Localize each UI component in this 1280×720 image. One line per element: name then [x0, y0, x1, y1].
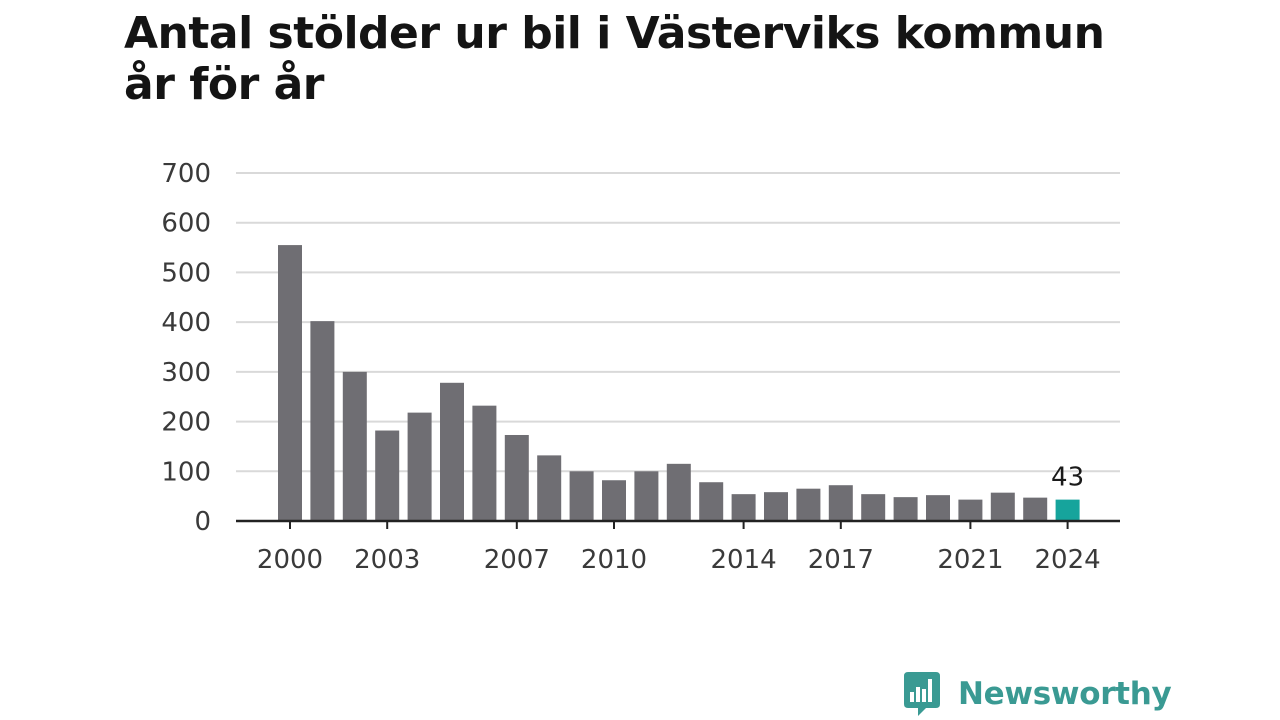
x-tick-label: 2003	[354, 545, 420, 575]
bar-2010	[602, 480, 626, 521]
bar-2016	[796, 488, 821, 521]
bar-2020	[926, 495, 950, 521]
bar-2006	[472, 405, 497, 521]
newsworthy-logo: Newsworthy	[902, 670, 1172, 718]
bar-2008	[537, 455, 562, 521]
data-label-2024: 43	[1051, 463, 1084, 493]
bar-2000	[278, 245, 302, 522]
bar-2003	[375, 430, 400, 521]
bar-chart-speech-bubble-icon	[904, 672, 940, 716]
x-tick-label: 2021	[937, 545, 1003, 575]
logo-text: Newsworthy	[958, 676, 1172, 712]
bars	[278, 245, 1080, 522]
y-tick-label: 200	[161, 408, 211, 438]
y-tick-label: 500	[161, 258, 211, 288]
y-tick-label: 100	[161, 457, 211, 487]
y-tick-label: 700	[161, 159, 211, 189]
bar-2017	[828, 485, 853, 521]
bar-2019	[893, 497, 918, 521]
bar-2004	[407, 412, 432, 521]
y-tick-label: 0	[194, 507, 211, 537]
bar-2015	[764, 492, 788, 521]
x-tick-label: 2024	[1035, 545, 1101, 575]
x-axis	[236, 519, 1120, 529]
bar-2002	[342, 371, 367, 521]
bar-2023	[1023, 497, 1048, 521]
bar-2009	[569, 471, 594, 521]
x-axis-tick-labels: 2000 2003 2007 2010 2014 2017 2021 2024	[257, 545, 1101, 575]
bar-2001	[310, 321, 335, 521]
bar-2021	[958, 499, 983, 521]
x-tick-label: 2017	[808, 545, 874, 575]
x-tick-label: 2007	[484, 545, 550, 575]
y-tick-label: 300	[161, 358, 211, 388]
bar-2011	[634, 471, 659, 521]
y-axis-tick-labels: 0 100 200 300 400 500 600 700	[161, 159, 211, 537]
x-tick-label: 2014	[711, 545, 777, 575]
bar-2014	[731, 494, 756, 521]
bar-2007	[504, 434, 529, 521]
data-labels: 43	[1051, 463, 1084, 493]
bar-2013	[699, 482, 724, 521]
bar-2012	[666, 463, 691, 521]
bar-2024	[1055, 499, 1080, 521]
bar-2018	[861, 494, 886, 521]
x-tick-label: 2010	[581, 545, 647, 575]
bar-2022	[990, 492, 1015, 521]
grid-lines	[236, 172, 1120, 473]
y-tick-label: 400	[161, 308, 211, 338]
bar-2005	[440, 382, 464, 521]
y-tick-label: 600	[161, 209, 211, 239]
chart-title: Antal stölder ur bil i Västerviks kommun…	[124, 8, 1105, 110]
x-tick-label: 2000	[257, 545, 323, 575]
